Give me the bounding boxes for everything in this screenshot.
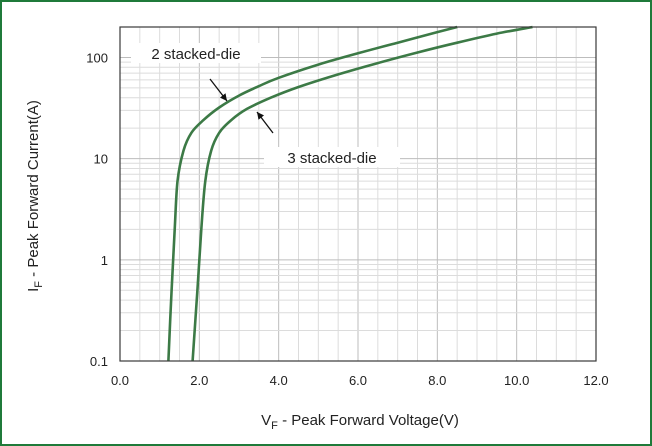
x-tick-label: 4.0 — [270, 373, 288, 388]
annotation-arrowhead — [257, 112, 264, 120]
curves — [167, 25, 533, 362]
curve-3-stacked-die — [191, 25, 533, 362]
annotation-bg — [131, 43, 261, 63]
annotation-arrowhead — [220, 93, 227, 101]
x-axis-title-rest: - Peak Forward Voltage(V) — [278, 412, 459, 429]
grid-lines — [119, 26, 597, 362]
annotations: 2 stacked-die 3 stacked-die — [131, 43, 400, 167]
x-tick-label: 0.0 — [111, 373, 129, 388]
y-tick-label: 100 — [86, 50, 108, 65]
x-tick-label: 12.0 — [583, 373, 608, 388]
y-tick-label: 1 — [101, 253, 108, 268]
annotation-label: 3 stacked-die — [287, 150, 376, 167]
y-axis-title: IF - Peak Forward Current(A) — [25, 100, 45, 292]
y-tick-label: 10 — [94, 152, 108, 167]
plot-area-border — [119, 26, 597, 362]
x-tick-label: 6.0 — [349, 373, 367, 388]
x-tick-label: 2.0 — [190, 373, 208, 388]
y-axis-title-sub: F — [33, 281, 45, 288]
x-tick-label: 10.0 — [504, 373, 529, 388]
annotation-label: 2 stacked-die — [151, 46, 240, 63]
y-axis-title-rest: - Peak Forward Current(A) — [25, 100, 42, 281]
x-axis-title-main: V — [261, 412, 271, 429]
x-axis-title: VF - Peak Forward Voltage(V) — [261, 412, 459, 432]
x-tick-label: 8.0 — [428, 373, 446, 388]
y-tick-label: 0.1 — [90, 354, 108, 369]
curve-2-stacked-die — [167, 25, 458, 362]
y-tick-labels: 0.1 1 10 100 — [86, 50, 108, 369]
x-tick-labels: 0.0 2.0 4.0 6.0 8.0 10.0 12.0 — [111, 373, 609, 388]
x-axis-title-sub: F — [271, 420, 278, 432]
y-axis-title-main: I — [25, 288, 42, 292]
annotation-bg — [264, 147, 400, 167]
